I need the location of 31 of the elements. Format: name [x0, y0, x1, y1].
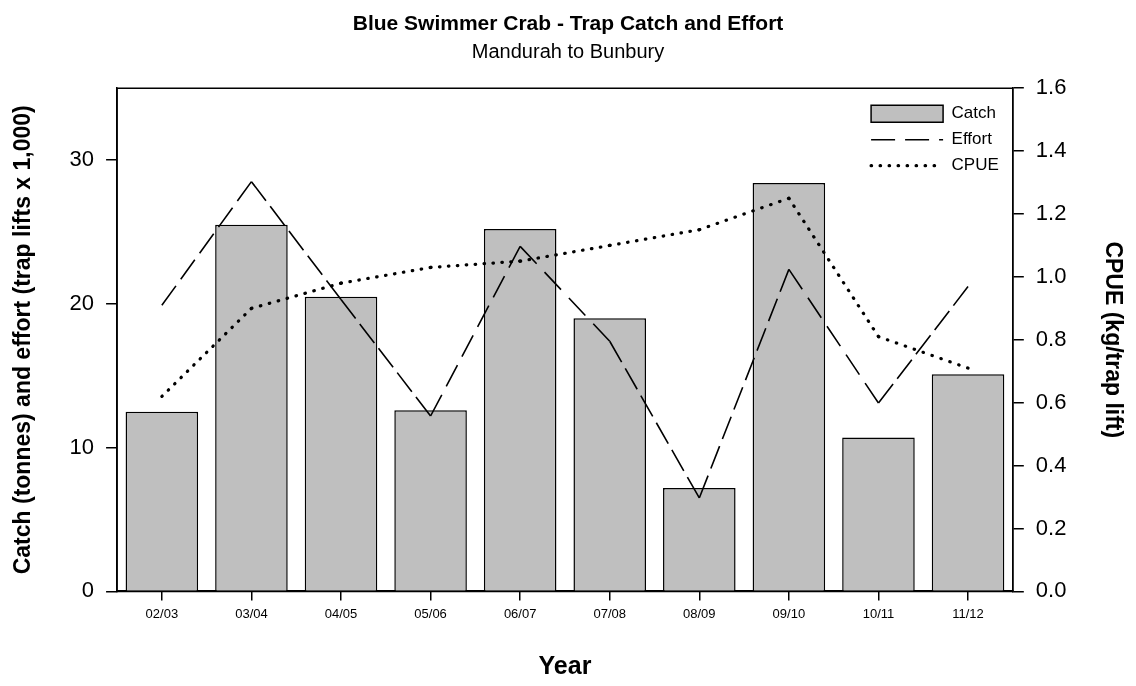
y2-tick-label: 1.2: [1035, 200, 1067, 226]
y2-tick-label: 0.2: [1035, 514, 1067, 540]
x-tick-label: 06/07: [503, 605, 537, 621]
y-tick-label: 10: [69, 433, 95, 459]
y-tick-label: 30: [69, 146, 95, 172]
y2-tick-label: 1.0: [1035, 262, 1067, 288]
y2-tick-label: 0.4: [1035, 451, 1067, 477]
y2-tick-label: 0.6: [1035, 388, 1067, 414]
legend-label: Effort: [951, 129, 993, 149]
x-tick-label: 07/08: [593, 605, 626, 621]
y-axis-title: Catch (tonnes) and effort (trap lifts x 1,000): [9, 105, 36, 575]
y2-axis-title: CPUE (kg/trap lift): [1100, 241, 1127, 439]
x-tick-label: 04/05: [324, 605, 358, 621]
y2-tick-label: 0.0: [1035, 577, 1067, 603]
y-tick-label: 20: [69, 289, 95, 315]
x-tick-label: 03/04: [235, 605, 268, 621]
chart-subtitle: Mandurah to Bunbury: [471, 39, 665, 62]
x-tick-label: 05/06: [414, 605, 447, 621]
x-tick-label: 10/11: [862, 605, 895, 621]
x-tick-label: 02/03: [145, 605, 179, 621]
x-tick-label: 08/09: [683, 605, 716, 621]
chart-title: Blue Swimmer Crab - Trap Catch and Effort: [352, 11, 784, 35]
y-tick-label: 0: [81, 577, 95, 603]
x-tick-label: 09/10: [772, 605, 806, 621]
legend-label: Catch: [951, 103, 997, 123]
x-tick-label: 11/12: [952, 605, 984, 621]
legend-label: CPUE: [951, 155, 999, 175]
y2-tick-label: 0.8: [1035, 325, 1067, 351]
y2-tick-label: 1.6: [1035, 74, 1067, 100]
x-axis-title: Year: [538, 650, 592, 679]
y2-tick-label: 1.4: [1035, 137, 1067, 163]
